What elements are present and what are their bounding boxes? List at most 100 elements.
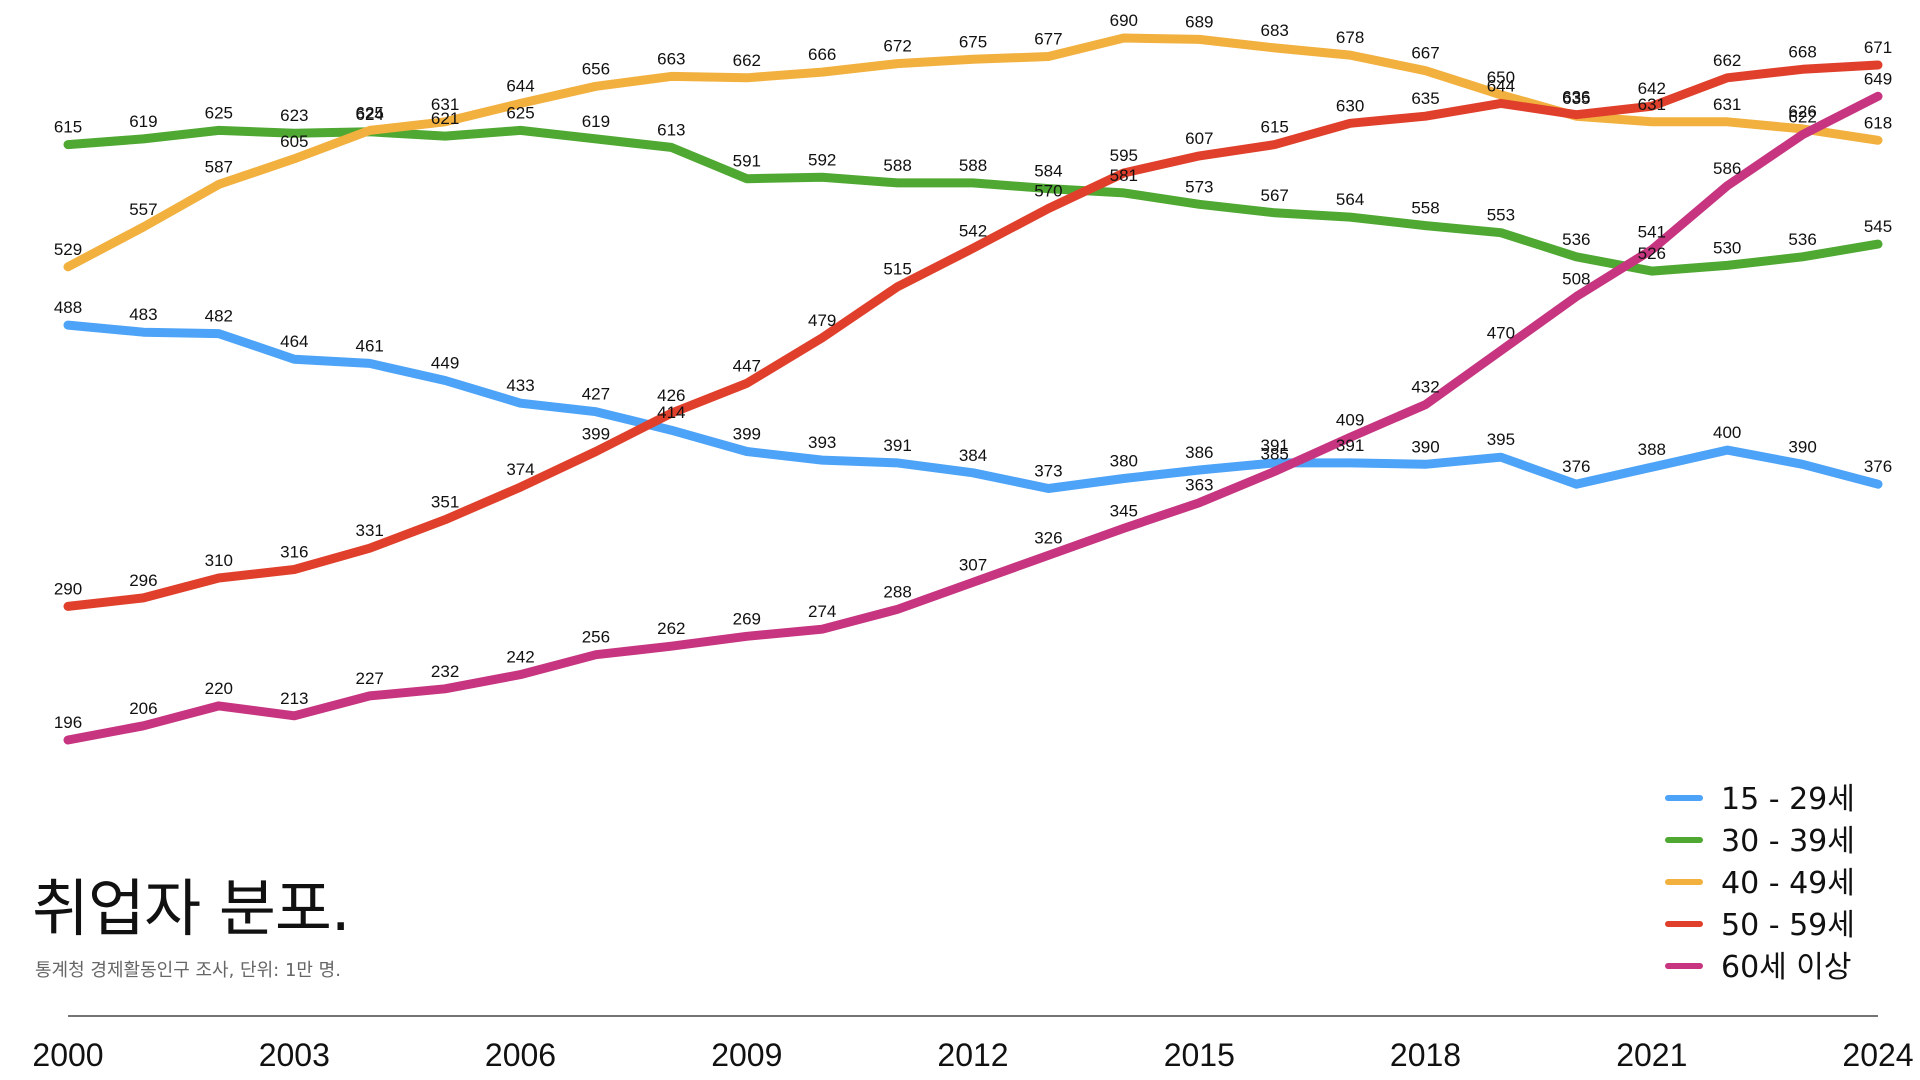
series-4-data-label: 479 [808,311,836,330]
series-4-data-label: 310 [205,551,233,570]
series-1-data-label: 449 [431,354,459,373]
series-2-data-label: 625 [506,103,534,122]
series-4-data-label: 668 [1788,42,1816,61]
series-4-data-label: 636 [1562,88,1590,107]
series-5-data-label: 307 [959,555,987,574]
series-3-data-label: 635 [1562,89,1590,108]
series-1-data-label: 400 [1713,423,1741,442]
series-5-data-label: 232 [431,662,459,681]
series-2-data-label: 584 [1034,162,1062,181]
series-2-data-label: 564 [1336,190,1364,209]
x-tick-label: 2018 [1390,1037,1461,1073]
series-2-data-label: 545 [1864,217,1892,236]
series-4-data-label: 331 [356,521,384,540]
series-1-data-label: 376 [1562,457,1590,476]
x-tick-label: 2021 [1616,1037,1687,1073]
series-3-data-label: 663 [657,49,685,68]
x-tick-label: 2024 [1842,1037,1913,1073]
series-3-data-label: 587 [205,157,233,176]
series-3-data-label: 690 [1110,11,1138,30]
series-5-data-label: 227 [356,669,384,688]
series-4-data-label: 515 [883,260,911,279]
series-4-data-label: 607 [1185,129,1213,148]
series-4-data-label: 351 [431,493,459,512]
series-2-data-label: 526 [1638,244,1666,263]
series-1-data-label: 399 [733,425,761,444]
series-3-data-label: 631 [431,95,459,114]
series-5-data-label: 220 [205,679,233,698]
series-4-data-label: 642 [1638,79,1666,98]
series-2-data-label: 613 [657,120,685,139]
series-3-data-label: 644 [506,76,534,95]
series-5-data-label: 385 [1261,444,1289,463]
series-4-data-label: 644 [1487,76,1515,95]
series-5-data-label: 213 [280,689,308,708]
series-1-data-label: 461 [356,336,384,355]
x-tick-label: 2012 [937,1037,1008,1073]
series-3-data-label: 675 [959,32,987,51]
legend-item: 60세 이상 [1665,950,1852,985]
series-4-data-label: 570 [1034,182,1062,201]
series-4-data-label: 316 [280,543,308,562]
chart-title: 취업자 분포. [32,872,351,945]
series-1-data-label: 427 [582,385,610,404]
series-4-data-label: 662 [1713,51,1741,70]
series-3-data-label: 666 [808,45,836,64]
series-3-data-label: 631 [1713,95,1741,114]
series-1-line [63,320,1883,493]
series-5-data-label: 274 [808,602,836,621]
legend-label: 50 - 59세 [1721,908,1855,943]
series-1-data-label: 391 [1261,436,1289,455]
series-4-line [63,60,1883,611]
series-3-data-label: 557 [129,200,157,219]
legend: 15 - 29세 30 - 39세 40 - 49세 50 - 59세 60세 이상 [1665,782,1855,985]
series-2-data-label: 567 [1261,186,1289,205]
series-4-data-label: 399 [582,425,610,444]
series-4-data-label: 595 [1110,146,1138,165]
series-5-data-label: 206 [129,699,157,718]
series-5-data-label: 345 [1110,501,1138,520]
series-2-data-label: 623 [280,106,308,125]
series-3-data-label: 650 [1487,68,1515,87]
series-1-data-label: 380 [1110,452,1138,471]
series-3-data-label: 667 [1411,44,1439,63]
series-1-data-label: 390 [1788,437,1816,456]
series-1-data-label: 393 [808,433,836,452]
series-2-data-label: 530 [1713,238,1741,257]
series-5-data-label: 622 [1788,108,1816,127]
series-2-data-label: 592 [808,150,836,169]
x-tick-label: 2009 [711,1037,782,1073]
series-3-data-label: 631 [1638,95,1666,114]
series-3-data-label: 678 [1336,28,1364,47]
series-2-data-label: 573 [1185,177,1213,196]
series-3-data-label: 662 [733,51,761,70]
series-3-data-label: 618 [1864,113,1892,132]
series-1-data-label: 376 [1864,457,1892,476]
series-1-data-label: 414 [657,403,685,422]
series-1-data-label: 433 [506,376,534,395]
legend-item: 50 - 59세 [1665,908,1855,943]
series-1-data-label: 482 [205,307,233,326]
series-4-data-label: 290 [54,579,82,598]
point-labels: 488 483 482 464 461 449 433 427 414 399 393 391 384 3… [54,11,1892,732]
x-tick-label: 2000 [32,1037,103,1073]
series-5-data-label: 288 [883,582,911,601]
series-3-data-label: 605 [280,132,308,151]
legend-label: 15 - 29세 [1721,782,1855,817]
series-2-data-label: 588 [883,156,911,175]
x-tick-label: 2015 [1164,1037,1235,1073]
series-1-data-label: 395 [1487,430,1515,449]
series-3-data-label: 683 [1261,21,1289,40]
series-3-data-label: 625 [356,103,384,122]
legend-label: 30 - 39세 [1721,824,1855,859]
series-4-data-label: 671 [1864,38,1892,57]
series-4-data-label: 447 [733,356,761,375]
series-5-data-label: 649 [1864,69,1892,88]
series-2-data-label: 591 [733,152,761,171]
series-5-line [63,91,1883,745]
series-4-data-label: 635 [1411,89,1439,108]
series-1-data-label: 488 [54,298,82,317]
series-4-data-label: 374 [506,460,534,479]
